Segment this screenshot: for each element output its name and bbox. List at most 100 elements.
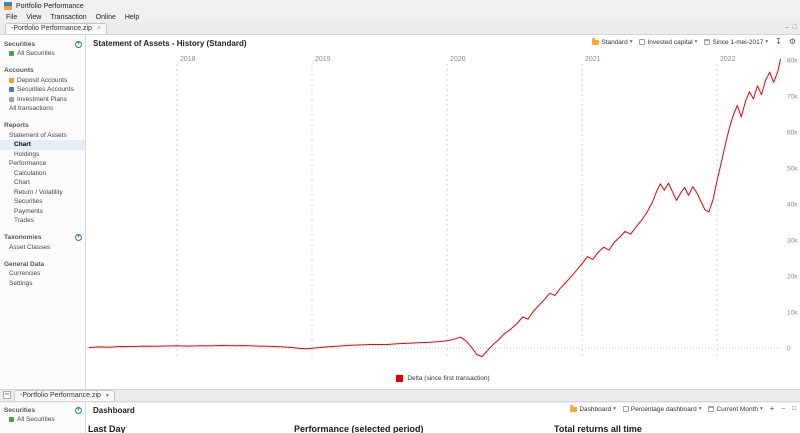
svg-text:40k: 40k: [787, 202, 798, 209]
svg-text:2021: 2021: [585, 56, 601, 63]
minimize-view-icon[interactable]: –: [784, 24, 789, 31]
all-securities-label: All Securities: [17, 50, 55, 58]
dashboard-period-dropdown[interactable]: Current Month ▾: [708, 405, 763, 413]
preset-icon: [592, 38, 600, 45]
general-data-header-label: General Data: [4, 260, 45, 268]
series-label: Invested capital: [647, 38, 693, 46]
widget-title-last-day: Last Day: [88, 424, 126, 433]
bottom-editor-tab-label: -Portfolio Performance.zip: [20, 392, 101, 399]
sidebar-header-securities: Securities +: [0, 39, 85, 49]
securities-icon: [9, 51, 14, 57]
sidebar-item-settings[interactable]: Settings: [0, 279, 85, 289]
chevron-down-icon: ▾: [613, 406, 616, 412]
sidebar-item-payments[interactable]: Payments: [0, 207, 85, 217]
assets-history-chart: 2018 2019 2020 2021 2022 0 10k 20k 30k 40k 50k 60k 7…: [87, 56, 798, 358]
sidebar-item-soa-chart[interactable]: Chart: [0, 140, 85, 150]
sidebar-item-holdings[interactable]: Holdings: [0, 150, 85, 160]
sidebar-item-statement-of-assets[interactable]: Statement of Assets: [0, 131, 85, 141]
holdings-label: Holdings: [14, 150, 40, 158]
calculation-label: Calculation: [14, 169, 47, 177]
gear-icon[interactable]: ⚙: [788, 37, 796, 46]
calendar-icon: [708, 406, 715, 412]
maximize-view-icon[interactable]: □: [792, 24, 797, 31]
sidebar-item-all-securities[interactable]: All Securities: [0, 49, 85, 59]
series-icon: [639, 39, 646, 45]
editor-stack-icon[interactable]: [3, 391, 11, 399]
minimize-view-icon[interactable]: –: [781, 404, 786, 412]
investment-plans-label: Investment Plans: [17, 95, 67, 103]
add-taxonomy-icon[interactable]: +: [75, 234, 82, 241]
menu-view[interactable]: View: [26, 13, 42, 21]
add-security-icon[interactable]: +: [75, 406, 82, 414]
export-icon[interactable]: ↧: [775, 37, 782, 46]
menu-transaction[interactable]: Transaction: [50, 13, 87, 21]
editor-tab-row: -Portfolio Performance.zip × – □: [0, 22, 800, 35]
sidebar-item-return-volatility[interactable]: Return / Volatility: [0, 188, 85, 198]
bottom-sidebar-header-securities: Securities +: [0, 405, 85, 415]
sidebar-item-performance[interactable]: Performance: [0, 159, 85, 169]
dashboard-icon: [570, 405, 578, 412]
dashboard-layout-dropdown[interactable]: Percentage dashboard ▾: [622, 405, 702, 413]
sidebar-header-taxonomies: Taxonomies +: [0, 233, 85, 243]
chart-legend: Delta (since first transaction): [86, 375, 800, 382]
dashboard-main: Dashboard Dashboard ▾ Percentage dashboa…: [86, 403, 800, 433]
menu-online[interactable]: Online: [95, 13, 116, 21]
calendar-icon: [704, 39, 711, 45]
data-series-dropdown[interactable]: Invested capital ▾: [639, 39, 697, 46]
dashboard-dropdown-label: Dashboard: [579, 405, 612, 413]
dashboard-period-label: Current Month: [716, 405, 758, 413]
soa-chart-label: Chart: [14, 141, 31, 149]
bottom-sidebar-item-all-securities[interactable]: All Securities: [0, 415, 85, 425]
menu-file[interactable]: File: [6, 13, 18, 21]
chevron-down-icon: ▾: [760, 406, 763, 412]
chevron-down-icon: ▾: [629, 39, 633, 45]
chevron-down-icon: ▾: [698, 406, 702, 412]
legend-swatch: [396, 375, 404, 382]
bottom-editor-tab[interactable]: -Portfolio Performance.zip ▾: [14, 390, 115, 401]
sidebar-item-securities-accounts[interactable]: Securities Accounts: [0, 85, 85, 95]
widget-title-total-returns: Total returns all time: [554, 424, 642, 433]
sidebar-item-performance-chart[interactable]: Chart: [0, 178, 85, 188]
sidebar-item-currencies[interactable]: Currencies: [0, 269, 85, 279]
svg-text:0: 0: [787, 346, 791, 353]
securities-account-icon: [9, 87, 14, 93]
return-volatility-label: Return / Volatility: [14, 188, 63, 196]
title-bar: Portfolio Performance: [0, 0, 800, 12]
dashboard-panel: Securities + All Securities Dashboard Da…: [0, 403, 800, 433]
editor-tab-label: -Portfolio Performance.zip: [11, 25, 92, 32]
menu-help[interactable]: Help: [124, 13, 140, 21]
sidebar-item-calculation[interactable]: Calculation: [0, 169, 85, 179]
accounts-header-label: Accounts: [4, 67, 34, 74]
add-widget-icon[interactable]: +: [769, 404, 775, 413]
menu-bar: File View Transaction Online Help: [0, 12, 800, 22]
period-label: Since 1-mei-2017: [712, 38, 764, 46]
securities-accounts-label: Securities Accounts: [17, 86, 74, 94]
sidebar-item-securities-report[interactable]: Securities: [0, 197, 85, 207]
statement-of-assets-label: Statement of Assets: [9, 131, 67, 139]
sidebar-item-trades[interactable]: Trades: [0, 216, 85, 226]
layout-dropdown-label: Percentage dashboard: [630, 405, 697, 413]
editor-tab-portfolio[interactable]: -Portfolio Performance.zip ×: [5, 23, 108, 34]
maximize-view-icon[interactable]: □: [792, 404, 796, 412]
svg-text:2020: 2020: [450, 56, 466, 63]
svg-text:2019: 2019: [315, 56, 331, 63]
dashboard-dropdown[interactable]: Dashboard ▾: [570, 405, 616, 413]
investment-plan-icon: [9, 96, 14, 102]
sidebar-item-investment-plans[interactable]: Investment Plans: [0, 95, 85, 105]
layout-icon: [622, 406, 629, 412]
legend-label: Delta (since first transaction): [407, 375, 490, 382]
preset-dropdown[interactable]: Standard ▾: [592, 38, 633, 46]
preset-label: Standard: [601, 38, 628, 46]
bottom-securities-header-label: Securities: [4, 406, 36, 414]
sidebar-item-asset-classes[interactable]: Asset Classes: [0, 243, 85, 253]
sidebar-item-all-transactions[interactable]: All transactions: [0, 104, 85, 114]
add-security-icon[interactable]: +: [75, 40, 82, 48]
close-icon[interactable]: ×: [96, 25, 102, 32]
main-body: Securities + All Securities Accounts Dep…: [0, 35, 800, 389]
svg-text:10k: 10k: [787, 310, 798, 317]
navigation-sidebar: Securities + All Securities Accounts Dep…: [0, 35, 86, 389]
svg-text:30k: 30k: [787, 238, 798, 245]
period-dropdown[interactable]: Since 1-mei-2017 ▾: [704, 39, 768, 46]
sidebar-item-deposit-accounts[interactable]: Deposit Accounts: [0, 76, 85, 86]
svg-text:20k: 20k: [787, 274, 798, 281]
